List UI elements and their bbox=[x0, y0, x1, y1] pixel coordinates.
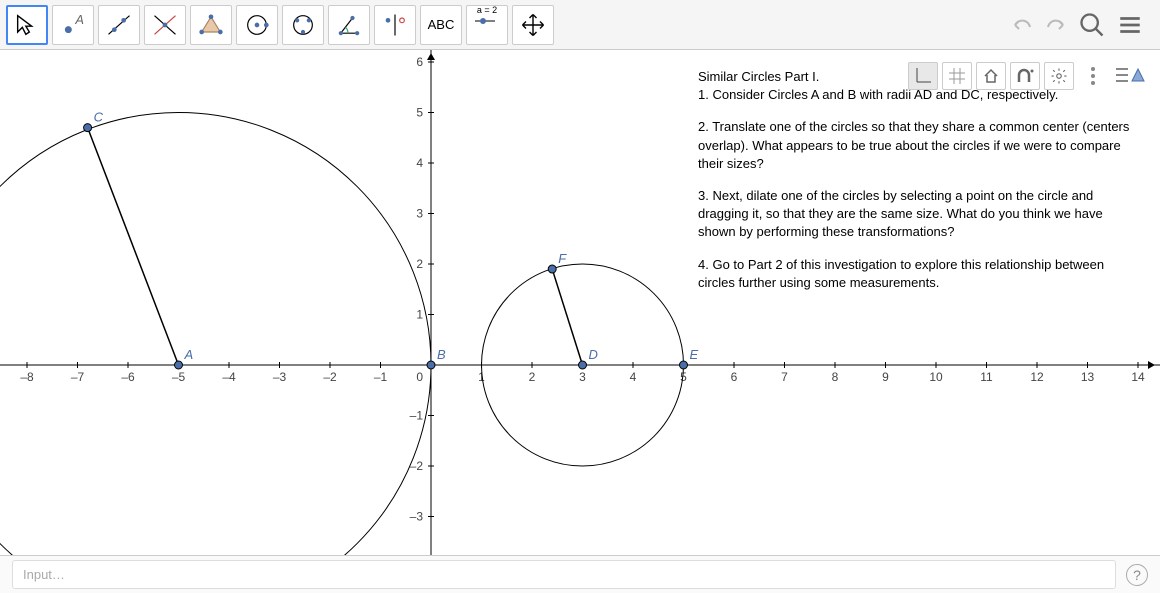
svg-text:13: 13 bbox=[1081, 370, 1095, 384]
svg-text:4: 4 bbox=[416, 156, 423, 170]
redo-button[interactable] bbox=[1042, 11, 1070, 39]
svg-text:6: 6 bbox=[416, 55, 423, 69]
svg-text:F: F bbox=[558, 251, 567, 266]
svg-text:8: 8 bbox=[832, 370, 839, 384]
svg-text:–5: –5 bbox=[172, 370, 186, 384]
svg-text:–8: –8 bbox=[20, 370, 34, 384]
tool-polygon[interactable] bbox=[190, 5, 232, 45]
axes-toggle[interactable] bbox=[908, 62, 938, 90]
svg-text:–1: –1 bbox=[410, 409, 424, 423]
instr-p4: 4. Go to Part 2 of this investigation to… bbox=[698, 256, 1138, 292]
svg-text:9: 9 bbox=[882, 370, 889, 384]
tool-point[interactable]: A bbox=[52, 5, 94, 45]
svg-text:6: 6 bbox=[731, 370, 738, 384]
tool-angle[interactable] bbox=[328, 5, 370, 45]
svg-text:0: 0 bbox=[416, 370, 423, 384]
graphics-view[interactable]: –8–7–6–5–4–3–2–11234567891011121314–3–2–… bbox=[0, 50, 1160, 555]
svg-text:–7: –7 bbox=[71, 370, 85, 384]
svg-text:–3: –3 bbox=[273, 370, 287, 384]
svg-text:–2: –2 bbox=[323, 370, 337, 384]
svg-text:D: D bbox=[589, 347, 598, 362]
svg-text:7: 7 bbox=[781, 370, 788, 384]
svg-text:2: 2 bbox=[529, 370, 536, 384]
instructions-text: Similar Circles Part I. 1. Consider Circ… bbox=[698, 68, 1138, 306]
svg-text:–3: –3 bbox=[410, 510, 424, 524]
tool-circle[interactable] bbox=[236, 5, 278, 45]
settings-button[interactable] bbox=[1044, 62, 1074, 90]
help-button[interactable]: ? bbox=[1126, 564, 1148, 586]
svg-text:11: 11 bbox=[980, 370, 993, 384]
tool-text[interactable]: ABC bbox=[420, 5, 462, 45]
more-button[interactable] bbox=[1078, 62, 1108, 90]
svg-text:–4: –4 bbox=[222, 370, 236, 384]
instr-p2: 2. Translate one of the circles so that … bbox=[698, 118, 1138, 173]
tool-reflect[interactable] bbox=[374, 5, 416, 45]
tool-perpendicular[interactable] bbox=[144, 5, 186, 45]
svg-text:1: 1 bbox=[416, 308, 423, 322]
input-bar: Input… ? bbox=[0, 555, 1160, 593]
svg-text:10: 10 bbox=[929, 370, 943, 384]
svg-text:E: E bbox=[690, 347, 699, 362]
main-toolbar: A ABC a = 2 bbox=[0, 0, 1160, 50]
home-button[interactable] bbox=[976, 62, 1006, 90]
tool-move[interactable] bbox=[6, 5, 48, 45]
grid-toggle[interactable] bbox=[942, 62, 972, 90]
tool-group: A ABC a = 2 bbox=[6, 5, 554, 45]
svg-text:A: A bbox=[74, 11, 84, 26]
menu-button[interactable] bbox=[1114, 11, 1146, 39]
svg-text:A: A bbox=[184, 347, 194, 362]
search-button[interactable] bbox=[1076, 11, 1108, 39]
instr-p3: 3. Next, dilate one of the circles by se… bbox=[698, 187, 1138, 242]
svg-text:2: 2 bbox=[416, 257, 423, 271]
undo-button[interactable] bbox=[1008, 11, 1036, 39]
svg-text:3: 3 bbox=[416, 207, 423, 221]
tool-text-label: ABC bbox=[428, 17, 455, 32]
algebra-input[interactable]: Input… bbox=[12, 560, 1116, 589]
svg-text:C: C bbox=[94, 110, 104, 125]
svg-text:14: 14 bbox=[1131, 370, 1145, 384]
views-button[interactable] bbox=[1112, 62, 1148, 90]
toolbar-right bbox=[1008, 11, 1154, 39]
instr-title: Similar Circles Part I. bbox=[698, 69, 819, 84]
svg-text:3: 3 bbox=[579, 370, 586, 384]
snap-button[interactable] bbox=[1010, 62, 1040, 90]
tool-pan[interactable] bbox=[512, 5, 554, 45]
style-bar bbox=[908, 62, 1148, 90]
svg-text:–1: –1 bbox=[374, 370, 388, 384]
tool-slider-label: a = 2 bbox=[477, 5, 497, 15]
tool-ellipse[interactable] bbox=[282, 5, 324, 45]
tool-line[interactable] bbox=[98, 5, 140, 45]
svg-text:B: B bbox=[437, 347, 446, 362]
svg-text:–6: –6 bbox=[121, 370, 135, 384]
tool-slider[interactable]: a = 2 bbox=[466, 5, 508, 45]
svg-text:12: 12 bbox=[1030, 370, 1044, 384]
svg-text:4: 4 bbox=[630, 370, 637, 384]
svg-text:5: 5 bbox=[416, 106, 423, 120]
